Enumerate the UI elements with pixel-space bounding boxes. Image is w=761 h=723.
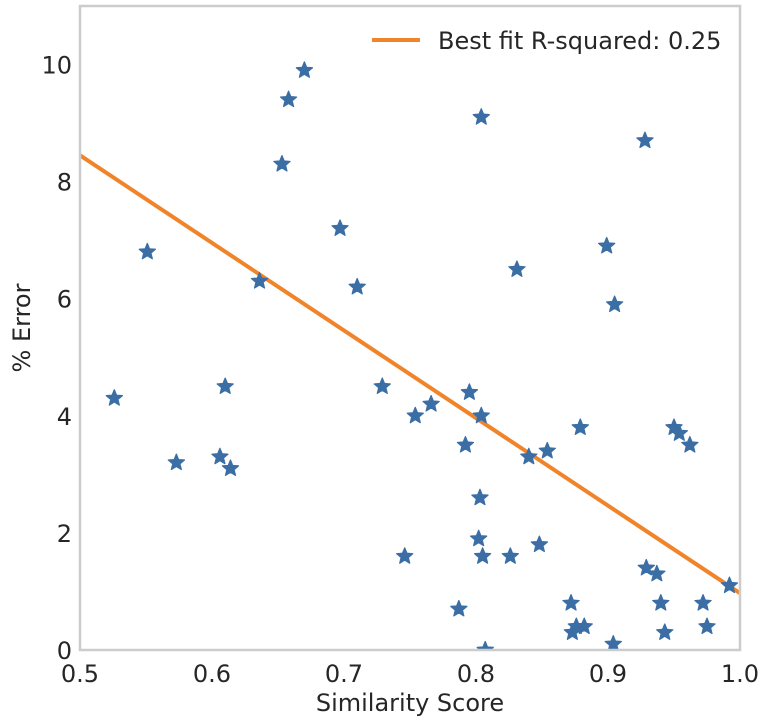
data-point-star (530, 535, 549, 553)
data-point-star (472, 108, 490, 125)
plot-frame (78, 4, 742, 652)
data-point-star (211, 447, 229, 465)
plot-area (80, 61, 740, 650)
data-point-star (279, 90, 298, 108)
y-axis-ticks: 0 2 4 6 8 10 (41, 52, 72, 665)
data-point-star (598, 236, 616, 254)
x-axis-label: Similarity Score (316, 689, 504, 717)
data-point-star (720, 576, 739, 594)
x-axis-ticks: 0.5 0.6 0.7 0.8 0.9 1.0 (61, 660, 759, 688)
data-point-star (331, 219, 349, 236)
legend: Best fit R-squared: 0.25 (356, 16, 728, 64)
legend-entry-best-fit: Best fit R-squared: 0.25 (438, 27, 721, 55)
data-point-star (221, 459, 240, 476)
best-fit-line (80, 153, 740, 595)
data-point-star (373, 377, 391, 395)
data-point-star (295, 61, 314, 78)
data-point-star (656, 623, 674, 640)
data-point-star (273, 154, 291, 172)
x-tick-label: 0.8 (457, 660, 495, 688)
data-point-star (520, 447, 538, 465)
data-point-star (472, 406, 490, 424)
y-tick-label: 10 (41, 52, 72, 80)
data-point-star (571, 418, 589, 435)
y-tick-label: 0 (57, 637, 72, 665)
data-point-star (562, 594, 580, 611)
data-point-star (471, 488, 489, 506)
data-point-star (681, 435, 699, 453)
x-tick-label: 0.7 (325, 660, 363, 688)
data-point-star (604, 635, 622, 650)
data-point-star (694, 594, 712, 611)
data-point-star (469, 529, 488, 547)
data-point-star (460, 383, 479, 400)
data-point-star (450, 599, 468, 617)
data-point-star (670, 424, 688, 441)
data-point-star (575, 617, 593, 635)
y-tick-label: 6 (57, 286, 72, 314)
y-tick-label: 4 (57, 403, 72, 431)
data-point-star (167, 453, 186, 471)
data-point-star (501, 547, 519, 564)
data-point-star (406, 406, 424, 424)
data-point-star (250, 272, 269, 289)
data-point-star (422, 395, 440, 412)
data-point-star (648, 564, 666, 582)
data-point-star (538, 441, 556, 459)
x-tick-label: 0.6 (193, 660, 231, 688)
data-point-star (652, 594, 670, 611)
data-point-star (508, 260, 526, 277)
data-point-star (636, 131, 654, 149)
y-tick-label: 2 (57, 520, 72, 548)
data-point-star (216, 377, 234, 395)
x-tick-label: 1.0 (721, 660, 759, 688)
y-axis-label: % Error (8, 283, 36, 372)
data-point-star (605, 295, 624, 313)
data-point-star (348, 277, 366, 295)
data-point-star (105, 389, 123, 406)
data-point-star (456, 435, 475, 453)
y-tick-label: 8 (57, 169, 72, 197)
x-tick-label: 0.9 (589, 660, 627, 688)
x-tick-label: 0.5 (61, 660, 99, 688)
data-point-star (138, 242, 156, 260)
data-point-star (473, 547, 492, 564)
data-point-star (396, 547, 414, 564)
data-point-star (698, 617, 716, 635)
data-point-star (476, 640, 494, 650)
